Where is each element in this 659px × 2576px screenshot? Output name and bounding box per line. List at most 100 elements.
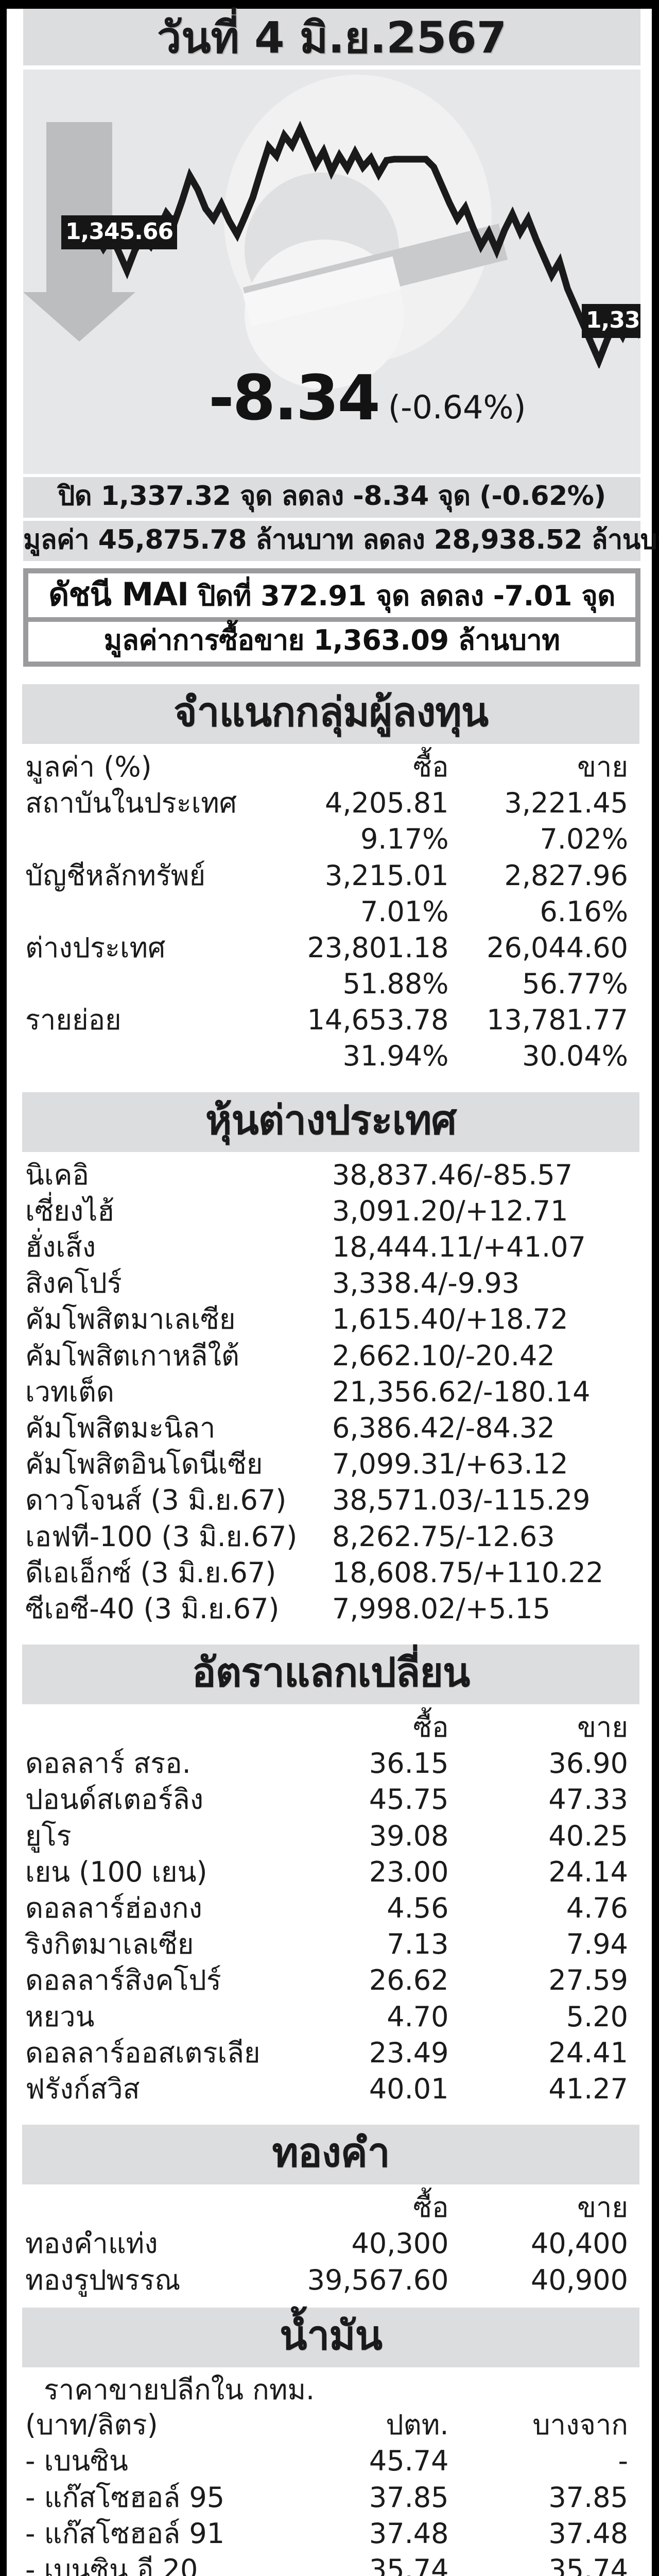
gold-head-buy: ซื้อ: [413, 2191, 449, 2224]
table-row: - แก๊สโซฮอล์ 95 37.85 37.85: [25, 2480, 640, 2516]
table-row: คัมโพสิตมาเลเซีย 1,615.40/+18.72: [25, 1301, 640, 1337]
row-sell: 24.41: [548, 2036, 628, 2069]
table-row: เอฟที-100 (3 มิ.ย.67) 8,262.75/-12.63: [25, 1519, 640, 1555]
row-label: ทองคำแท่ง: [25, 2227, 158, 2260]
row-label: คัมโพสิตมะนิลา: [25, 1411, 216, 1444]
table-row: - แก๊สโซฮอล์ 91 37.48 37.48: [25, 2516, 640, 2552]
table-row: คัมโพสิตอินโดนีเซีย 7,099.31/+63.12: [25, 1446, 640, 1482]
table-row: เซี่ยงไฮ้ 3,091.20/+12.71: [25, 1193, 640, 1229]
row-buy: 23.00: [369, 1855, 449, 1888]
table-row: ดอลลาร์สิงคโปร์ 26.62 27.59: [25, 1962, 640, 1998]
row-label: สิงคโปร์: [25, 1267, 122, 1300]
investors-head-label: มูลค่า (%): [25, 750, 152, 783]
row-label: สถาบันในประเทศ: [25, 787, 237, 820]
spacer: [7, 2107, 652, 2125]
row-buy: 7.13: [387, 1928, 449, 1961]
table-row: ฮั่งเส็ง 18,444.11/+41.07: [25, 1229, 640, 1265]
section-investors-header: จำแนกกลุ่มผู้ลงทุน: [22, 684, 639, 744]
row-label: ฮั่งเส็ง: [25, 1231, 96, 1264]
row-label: เวทเต็ด: [25, 1375, 114, 1408]
set-close-line: ปิด 1,337.32 จุด ลดลง -8.34 จุด (-0.62%): [23, 477, 640, 518]
exchange-table: ซื้อ ขาย ดอลลาร์ สรอ. 36.15 36.90 ปอนด์สเต…: [25, 1704, 640, 2107]
row-sell: 24.14: [548, 1855, 628, 1888]
row-sell-pct: 56.77%: [522, 968, 628, 1001]
oil-unit-label: (บาท/ลิตร): [25, 2409, 158, 2442]
row-buy: 23,801.18: [307, 931, 449, 964]
row-label: ดอลลาร์ออสเตรเลีย: [25, 2036, 261, 2069]
row-buy: 36.15: [369, 1747, 449, 1780]
section-foreign-stocks-header: หุ้นต่างประเทศ: [22, 1092, 639, 1152]
row-label: รายย่อย: [25, 1004, 122, 1037]
row-label: - เบนซิน: [25, 2445, 128, 2478]
row-label: เอฟที-100 (3 มิ.ย.67): [25, 1520, 298, 1553]
row-sell: 2,827.96: [504, 859, 628, 892]
table-row: สถาบันในประเทศ 4,205.81 3,221.45: [25, 785, 640, 821]
foreign-stocks-table: นิเคอิ 38,837.46/-85.57 เซี่ยงไฮ้ 3,091.20…: [25, 1152, 640, 1627]
table-row: ดีเอเอ็กซ์ (3 มิ.ย.67) 18,608.75/+110.22: [25, 1555, 640, 1591]
row-buy: 45.75: [369, 1783, 449, 1816]
row-buy: 4.56: [387, 1892, 449, 1925]
row-sell-pct: 7.02%: [540, 823, 628, 856]
oil-head-bangchak: บางจาก: [532, 2409, 628, 2442]
row-sell: 5.20: [566, 2000, 628, 2033]
table-row: ปอนด์สเตอร์ลิง 45.75 47.33: [25, 1782, 640, 1818]
row-label: นิเคอิ: [25, 1158, 89, 1191]
mai-label: ดัชนี MAI: [48, 575, 189, 614]
table-row: เยน (100 เยน) 23.00 24.14: [25, 1854, 640, 1890]
row-sell: 40,900: [531, 2263, 628, 2296]
row-buy: 4.70: [387, 2000, 449, 2033]
section-gold-title: ทองคำ: [272, 2130, 390, 2177]
row-sell: 41.27: [548, 2072, 628, 2105]
row-label: คัมโพสิตเกาหลีใต้: [25, 1339, 239, 1372]
index-change-block: -8.34 (-0.64%): [209, 368, 526, 430]
mai-index-row: ดัชนี MAI ปิดที่ 372.91 จุด ลดลง -7.01 จ…: [28, 573, 635, 618]
row-label: เยน (100 เยน): [25, 1855, 207, 1888]
row-buy: 40,300: [351, 2227, 449, 2260]
page-title: วันที่ 4 มิ.ย.2567: [157, 12, 507, 63]
section-exchange-title: อัตราแลกเปลี่ยน: [192, 1650, 470, 1697]
row-sell: 4.76: [566, 1892, 628, 1925]
mai-turnover-row: มูลค่าการซื้อขาย 1,363.09 ล้านบาท: [28, 622, 635, 662]
row-label: - แก๊สโซฮอล์ 91: [25, 2517, 225, 2550]
set-value-line: มูลค่า 45,875.78 ล้านบาท ลดลง 28,938.52 …: [23, 520, 659, 562]
table-row: ริงกิตมาเลเซีย 7.13 7.94: [25, 1926, 640, 1962]
row-label: ดอลลาร์ฮ่องกง: [25, 1892, 202, 1925]
row-sell: 27.59: [548, 1964, 628, 1997]
table-row-percent: . 9.17% 7.02%: [25, 821, 640, 857]
table-row: เวทเต็ด 21,356.62/-180.14: [25, 1374, 640, 1410]
table-row: ดอลลาร์ออสเตรเลีย 23.49 24.41: [25, 2035, 640, 2071]
row-buy: 39.08: [369, 1819, 449, 1852]
row-label: หยวน: [25, 2000, 95, 2033]
mai-index-box: ดัชนี MAI ปิดที่ 372.91 จุด ลดลง -7.01 จ…: [23, 568, 640, 667]
investors-head-buy: ซื้อ: [413, 750, 449, 783]
row-sell: 36.90: [548, 1747, 628, 1780]
row-label: ดอลลาร์สิงคโปร์: [25, 1964, 221, 1997]
table-row: ทองคำแท่ง 40,300 40,400: [25, 2226, 640, 2262]
table-row: ดอลลาร์ฮ่องกง 4.56 4.76: [25, 1890, 640, 1926]
row-sell: 26,044.60: [487, 931, 628, 964]
row-value: 18,608.75/+110.22: [332, 1556, 604, 1589]
row-label: - เบนซิน อี 20: [25, 2553, 198, 2576]
row-value: 6,386.42/-84.32: [332, 1411, 555, 1444]
close-price-tag: 1,337.32: [582, 304, 640, 338]
row-value: 7,099.31/+63.12: [332, 1448, 568, 1481]
spacer: [7, 667, 652, 684]
set-index-chart-panel: 1,345.66 1,337.32 -8.34 (-0.64%): [23, 70, 640, 474]
down-arrow-head: [23, 292, 135, 342]
row-sell: 40.25: [548, 1819, 628, 1852]
table-row: รายย่อย 14,653.78 13,781.77: [25, 1002, 640, 1038]
row-label: ต่างประเทศ: [25, 931, 166, 964]
content-sheet: วันที่ 4 มิ.ย.2567 1,345.66 1,337.32 -8.…: [7, 9, 659, 2576]
exchange-table-head: ซื้อ ขาย: [25, 1709, 640, 1745]
row-bangchak: 37.48: [548, 2517, 628, 2550]
mai-turnover-text: มูลค่าการซื้อขาย 1,363.09 ล้านบาท: [103, 624, 560, 657]
oil-table-head: (บาท/ลิตร) ปตท. บางจาก: [25, 2407, 640, 2443]
table-row: ดอลลาร์ สรอ. 36.15 36.90: [25, 1745, 640, 1782]
gold-head-sell: ขาย: [577, 2191, 628, 2224]
row-value: 2,662.10/-20.42: [332, 1339, 555, 1372]
row-label: คัมโพสิตมาเลเซีย: [25, 1303, 236, 1336]
investors-table-head: มูลค่า (%) ซื้อ ขาย: [25, 749, 640, 785]
row-label: ซีเอซี-40 (3 มิ.ย.67): [25, 1592, 280, 1625]
spacer: [7, 1075, 652, 1092]
